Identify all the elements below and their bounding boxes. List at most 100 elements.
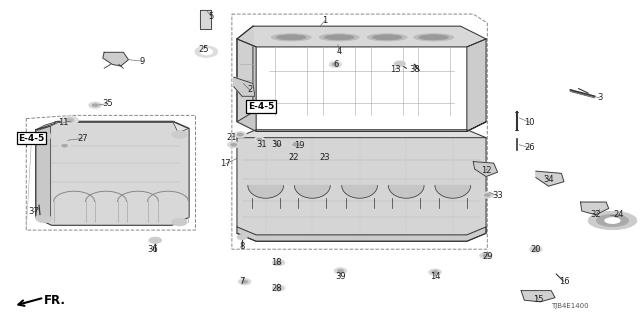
- Circle shape: [432, 270, 438, 274]
- Text: 4: 4: [337, 47, 342, 56]
- Circle shape: [172, 131, 187, 138]
- Text: 38: 38: [409, 65, 420, 74]
- Circle shape: [429, 269, 442, 275]
- Circle shape: [257, 138, 262, 140]
- Circle shape: [237, 133, 243, 136]
- Polygon shape: [237, 26, 253, 122]
- Circle shape: [61, 116, 79, 124]
- Circle shape: [238, 278, 251, 285]
- Ellipse shape: [414, 34, 454, 41]
- Circle shape: [484, 194, 490, 197]
- Polygon shape: [237, 130, 486, 138]
- Circle shape: [172, 218, 187, 226]
- Ellipse shape: [588, 212, 637, 230]
- Circle shape: [230, 143, 237, 146]
- Text: 24: 24: [614, 210, 624, 219]
- Text: 5: 5: [209, 12, 214, 21]
- Circle shape: [227, 141, 240, 148]
- Circle shape: [332, 63, 339, 66]
- Text: 21: 21: [227, 132, 237, 141]
- Circle shape: [89, 102, 102, 108]
- Text: 6: 6: [333, 60, 339, 69]
- Circle shape: [61, 144, 68, 147]
- Polygon shape: [473, 162, 497, 177]
- Polygon shape: [36, 122, 189, 225]
- Circle shape: [292, 143, 299, 146]
- Text: 20: 20: [531, 245, 541, 254]
- Text: 1: 1: [323, 16, 328, 25]
- Text: 31: 31: [256, 140, 267, 149]
- Circle shape: [35, 215, 45, 220]
- Polygon shape: [237, 26, 486, 47]
- Text: 37: 37: [29, 207, 39, 216]
- Text: 25: 25: [198, 44, 209, 54]
- Text: 9: 9: [140, 57, 145, 66]
- Ellipse shape: [319, 34, 359, 41]
- Circle shape: [234, 131, 246, 138]
- Polygon shape: [342, 186, 378, 198]
- Text: 29: 29: [482, 252, 493, 261]
- Text: 16: 16: [559, 277, 569, 286]
- Circle shape: [394, 61, 406, 67]
- Polygon shape: [234, 77, 255, 96]
- Circle shape: [334, 268, 347, 274]
- Circle shape: [200, 49, 212, 55]
- Polygon shape: [237, 227, 486, 241]
- Circle shape: [483, 254, 489, 257]
- Text: 7: 7: [239, 277, 244, 286]
- Circle shape: [481, 192, 493, 198]
- Ellipse shape: [596, 215, 628, 227]
- Polygon shape: [521, 291, 555, 302]
- Circle shape: [532, 248, 539, 251]
- Ellipse shape: [372, 35, 402, 40]
- Polygon shape: [36, 126, 51, 219]
- Polygon shape: [580, 202, 609, 215]
- Polygon shape: [467, 39, 486, 131]
- Text: 27: 27: [77, 134, 88, 143]
- Circle shape: [275, 261, 282, 264]
- Circle shape: [58, 142, 71, 149]
- Polygon shape: [248, 186, 284, 198]
- Text: 3: 3: [597, 93, 602, 102]
- Polygon shape: [536, 171, 564, 186]
- Circle shape: [149, 237, 162, 244]
- Circle shape: [479, 252, 492, 259]
- Ellipse shape: [367, 34, 407, 41]
- Text: 39: 39: [335, 272, 346, 281]
- Circle shape: [36, 132, 52, 140]
- Circle shape: [275, 286, 282, 290]
- Text: 34: 34: [543, 175, 554, 184]
- Polygon shape: [103, 52, 129, 66]
- Text: 23: 23: [320, 153, 330, 162]
- Ellipse shape: [271, 34, 311, 41]
- Text: 36: 36: [147, 245, 158, 254]
- Text: 14: 14: [429, 272, 440, 281]
- Text: FR.: FR.: [44, 294, 66, 307]
- Circle shape: [237, 235, 247, 240]
- Text: 12: 12: [481, 166, 492, 175]
- Text: 26: 26: [524, 143, 535, 152]
- Polygon shape: [294, 186, 330, 198]
- Text: 22: 22: [288, 153, 298, 162]
- Text: 33: 33: [492, 191, 503, 200]
- Text: 15: 15: [533, 295, 543, 304]
- Text: 28: 28: [271, 284, 282, 292]
- Text: 19: 19: [294, 141, 305, 150]
- Circle shape: [272, 260, 285, 266]
- Polygon shape: [435, 186, 470, 198]
- Circle shape: [36, 215, 52, 223]
- Polygon shape: [36, 121, 189, 133]
- Text: 17: 17: [220, 159, 231, 168]
- Text: E-4-5: E-4-5: [18, 134, 44, 143]
- Circle shape: [195, 46, 218, 57]
- Text: 35: 35: [102, 99, 113, 108]
- Circle shape: [275, 143, 282, 146]
- Text: 10: 10: [524, 118, 534, 127]
- Polygon shape: [388, 186, 424, 198]
- Text: 2: 2: [247, 85, 252, 94]
- Text: TJB4E1400: TJB4E1400: [552, 303, 589, 309]
- Text: 18: 18: [271, 258, 282, 267]
- Text: E-4-5: E-4-5: [248, 102, 275, 111]
- Polygon shape: [237, 39, 256, 131]
- Text: 30: 30: [271, 140, 282, 149]
